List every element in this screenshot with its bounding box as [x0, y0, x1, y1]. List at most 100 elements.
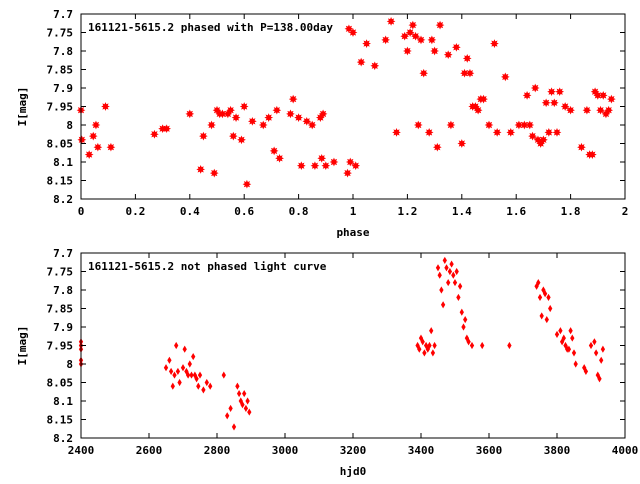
unphased-data-points — [78, 256, 606, 431]
phased-data-point — [351, 161, 361, 171]
unphased-data-point — [420, 338, 425, 346]
phased-data-point — [547, 87, 556, 97]
phased-data-point — [310, 161, 320, 171]
unphased-data-point — [457, 282, 463, 290]
unphased-data-point — [221, 371, 226, 379]
phased-y-tick-label: 7.7 — [53, 8, 73, 21]
unphased-data-point — [599, 356, 604, 364]
unphased-data-point — [182, 345, 187, 353]
unphased-data-point — [437, 271, 442, 279]
unphased-y-tick-label: 7.7 — [53, 247, 73, 260]
unphased-data-point — [175, 367, 181, 375]
phased-data-point — [237, 135, 246, 145]
unphased-x-tick-label: 2800 — [204, 444, 231, 457]
unphased-data-point — [536, 279, 541, 287]
unphased-data-point — [187, 360, 192, 368]
phased-data-point — [392, 128, 401, 137]
unphased-data-point — [583, 367, 589, 375]
phased-data-point — [490, 39, 499, 48]
unphased-data-point — [554, 330, 560, 338]
unphased-data-point — [235, 382, 240, 390]
phased-y-tick-label: 8.05 — [47, 138, 74, 151]
phased-data-point — [231, 113, 241, 122]
unphased-data-point — [435, 264, 441, 272]
unphased-data-point — [454, 267, 459, 276]
phased-data-point — [530, 83, 540, 93]
phased-data-point — [419, 68, 429, 78]
phased-x-tick-label: 1.4 — [452, 205, 472, 218]
phased-data-point — [506, 128, 516, 137]
phased-x-tick-label: 0.2 — [125, 205, 145, 218]
phased-data-point — [520, 120, 529, 130]
phased-data-point — [321, 161, 331, 171]
phased-data-point — [473, 105, 483, 115]
phased-data-points — [76, 17, 616, 189]
phased-y-tick-label: 7.75 — [47, 27, 74, 40]
unphased-data-point — [466, 338, 471, 346]
phased-y-axis-label: I[mag] — [16, 87, 29, 127]
phased-x-tick-label: 1.6 — [506, 205, 526, 218]
phased-data-point — [400, 31, 410, 41]
phased-data-point — [318, 109, 328, 119]
phased-data-point — [411, 31, 420, 41]
phased-data-point — [226, 105, 235, 115]
phased-data-point — [185, 109, 195, 119]
phased-data-point — [275, 153, 284, 163]
unphased-data-point — [463, 316, 468, 324]
unphased-data-point — [507, 341, 512, 350]
phased-data-point — [286, 109, 295, 119]
unphased-data-point — [452, 279, 458, 287]
phased-data-point — [525, 120, 535, 130]
phased-data-point — [560, 102, 570, 111]
phased-data-point — [457, 139, 467, 148]
unphased-data-point — [240, 401, 245, 409]
phased-data-point — [555, 87, 565, 97]
phased-data-point — [88, 131, 98, 141]
unphased-data-point — [204, 378, 209, 387]
unphased-y-tick-label: 7.85 — [47, 303, 74, 316]
unphased-data-point — [592, 338, 597, 346]
phased-light-curve-plot: 0 0.2 0.4 0.6 0.8 1 1.2 1.4 1.6 1.8 2 7.7 7.75 7.8 7.8… — [16, 8, 628, 239]
unphased-data-point — [167, 356, 172, 364]
unphased-x-tick-label: 3200 — [340, 444, 367, 457]
phased-data-point — [566, 105, 575, 115]
phased-data-point — [101, 102, 110, 111]
phased-data-point — [296, 161, 306, 171]
phased-x-tick-label: 0.8 — [289, 205, 309, 218]
phased-data-point — [386, 17, 396, 26]
unphased-data-point — [469, 341, 475, 350]
phased-data-point — [588, 150, 597, 159]
phased-data-point — [539, 135, 548, 145]
unphased-data-point — [600, 345, 606, 353]
unphased-data-point — [546, 293, 551, 301]
phased-data-point — [405, 28, 415, 37]
phased-x-tick-label: 0.4 — [180, 205, 200, 218]
unphased-data-point — [573, 360, 578, 368]
unphased-data-point — [417, 345, 422, 353]
unphased-x-tick-label: 3400 — [408, 444, 435, 457]
unphased-data-point — [247, 408, 252, 416]
phased-x-tick-label: 0 — [78, 205, 85, 218]
unphased-y-tick-label: 7.95 — [47, 340, 74, 353]
phased-data-point — [362, 39, 371, 48]
phased-data-point — [269, 146, 279, 156]
unphased-axis-ticks: 2400 2600 2800 3000 3200 3400 3600 3800 4000 7.7 7… — [47, 247, 639, 457]
phased-data-point — [93, 142, 103, 152]
phased-y-tick-label: 7.8 — [53, 45, 73, 58]
unphased-y-axis-label: I[mag] — [16, 326, 29, 366]
phased-data-point — [199, 131, 208, 141]
unphased-data-point — [177, 378, 182, 387]
phased-data-point — [381, 35, 390, 45]
phased-y-tick-label: 7.85 — [47, 64, 74, 77]
unphased-data-point — [571, 349, 577, 357]
phased-data-point — [77, 135, 87, 145]
phased-data-point — [598, 91, 608, 100]
phased-data-point — [343, 168, 352, 178]
unphased-x-axis-label: hjd0 — [340, 465, 367, 478]
unphased-data-point — [236, 390, 242, 398]
unphased-data-point — [189, 371, 194, 379]
phased-y-tick-label: 8.15 — [47, 175, 74, 188]
phased-x-tick-label: 0.6 — [234, 205, 254, 218]
phased-data-point — [370, 61, 380, 71]
unphased-chart-title: 161121-5615.2 not phased light curve — [88, 260, 327, 273]
